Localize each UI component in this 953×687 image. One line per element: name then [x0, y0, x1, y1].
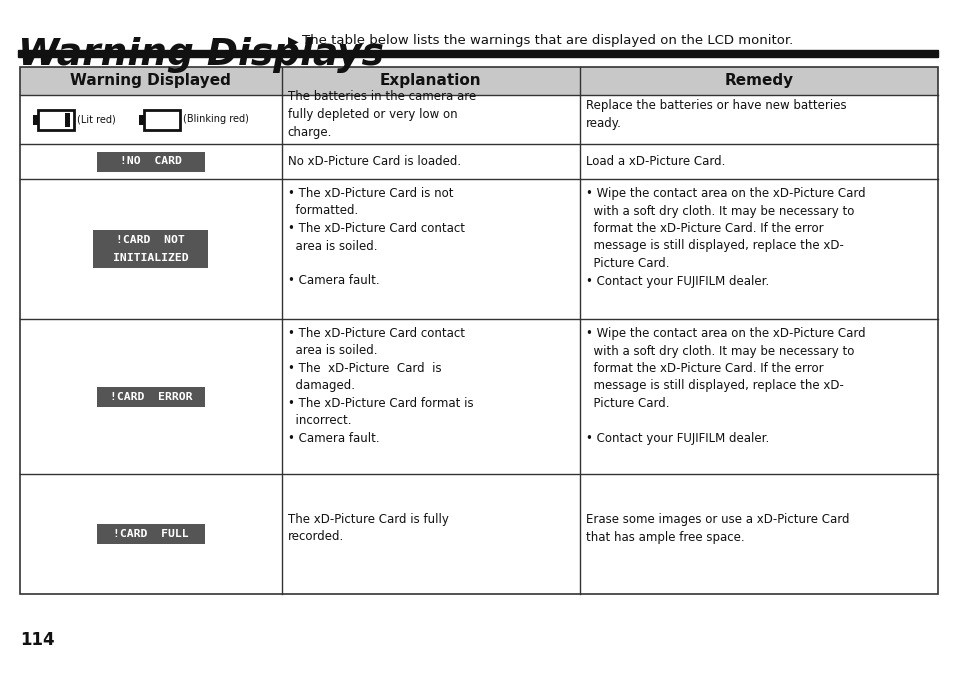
Text: !CARD  NOT: !CARD NOT [116, 235, 185, 245]
Text: • The xD-Picture Card contact
  area is soiled.
• The  xD-Picture  Card  is
  da: • The xD-Picture Card contact area is so… [287, 327, 473, 445]
Text: • The xD-Picture Card is not
  formatted.
• The xD-Picture Card contact
  area i: • The xD-Picture Card is not formatted. … [287, 187, 464, 287]
Text: (Blinking red): (Blinking red) [183, 115, 249, 124]
Bar [93, 230, 208, 268]
Bar [144, 109, 180, 130]
Text: INITIALIZED: INITIALIZED [112, 253, 189, 263]
Bar [38, 109, 74, 130]
Bar [20, 67, 937, 594]
Text: Warning Displays: Warning Displays [18, 37, 384, 73]
Text: !CARD  ERROR: !CARD ERROR [110, 392, 192, 401]
Bar [33, 115, 38, 124]
Bar [20, 67, 937, 95]
Text: Load a xD-Picture Card.: Load a xD-Picture Card. [585, 155, 724, 168]
Text: Remedy: Remedy [723, 74, 793, 89]
Text: Explanation: Explanation [379, 74, 481, 89]
Text: (Lit red): (Lit red) [77, 115, 115, 124]
Text: !NO  CARD: !NO CARD [120, 157, 182, 166]
Text: Erase some images or use a xD-Picture Card
that has ample free space.: Erase some images or use a xD-Picture Ca… [585, 513, 848, 543]
Text: The xD-Picture Card is fully
recorded.: The xD-Picture Card is fully recorded. [287, 513, 448, 543]
Text: The table below lists the warnings that are displayed on the LCD monitor.: The table below lists the warnings that … [302, 34, 792, 47]
Text: ▶: ▶ [288, 34, 298, 48]
Bar [96, 152, 205, 172]
Bar [96, 387, 205, 407]
Text: • Wipe the contact area on the xD-Picture Card
  with a soft dry cloth. It may b: • Wipe the contact area on the xD-Pictur… [585, 327, 864, 445]
Text: !CARD  FULL: !CARD FULL [112, 529, 189, 539]
Text: Warning Displayed: Warning Displayed [71, 74, 231, 89]
Bar [65, 113, 70, 126]
Bar [18, 50, 937, 57]
Text: 114: 114 [20, 631, 54, 649]
Text: The batteries in the camera are
fully depleted or very low on
charge.: The batteries in the camera are fully de… [287, 90, 476, 139]
Text: No xD-Picture Card is loaded.: No xD-Picture Card is loaded. [287, 155, 460, 168]
Text: Replace the batteries or have new batteries
ready.: Replace the batteries or have new batter… [585, 99, 845, 130]
Bar [96, 524, 205, 544]
Bar [139, 115, 144, 124]
Text: • Wipe the contact area on the xD-Picture Card
  with a soft dry cloth. It may b: • Wipe the contact area on the xD-Pictur… [585, 187, 864, 287]
